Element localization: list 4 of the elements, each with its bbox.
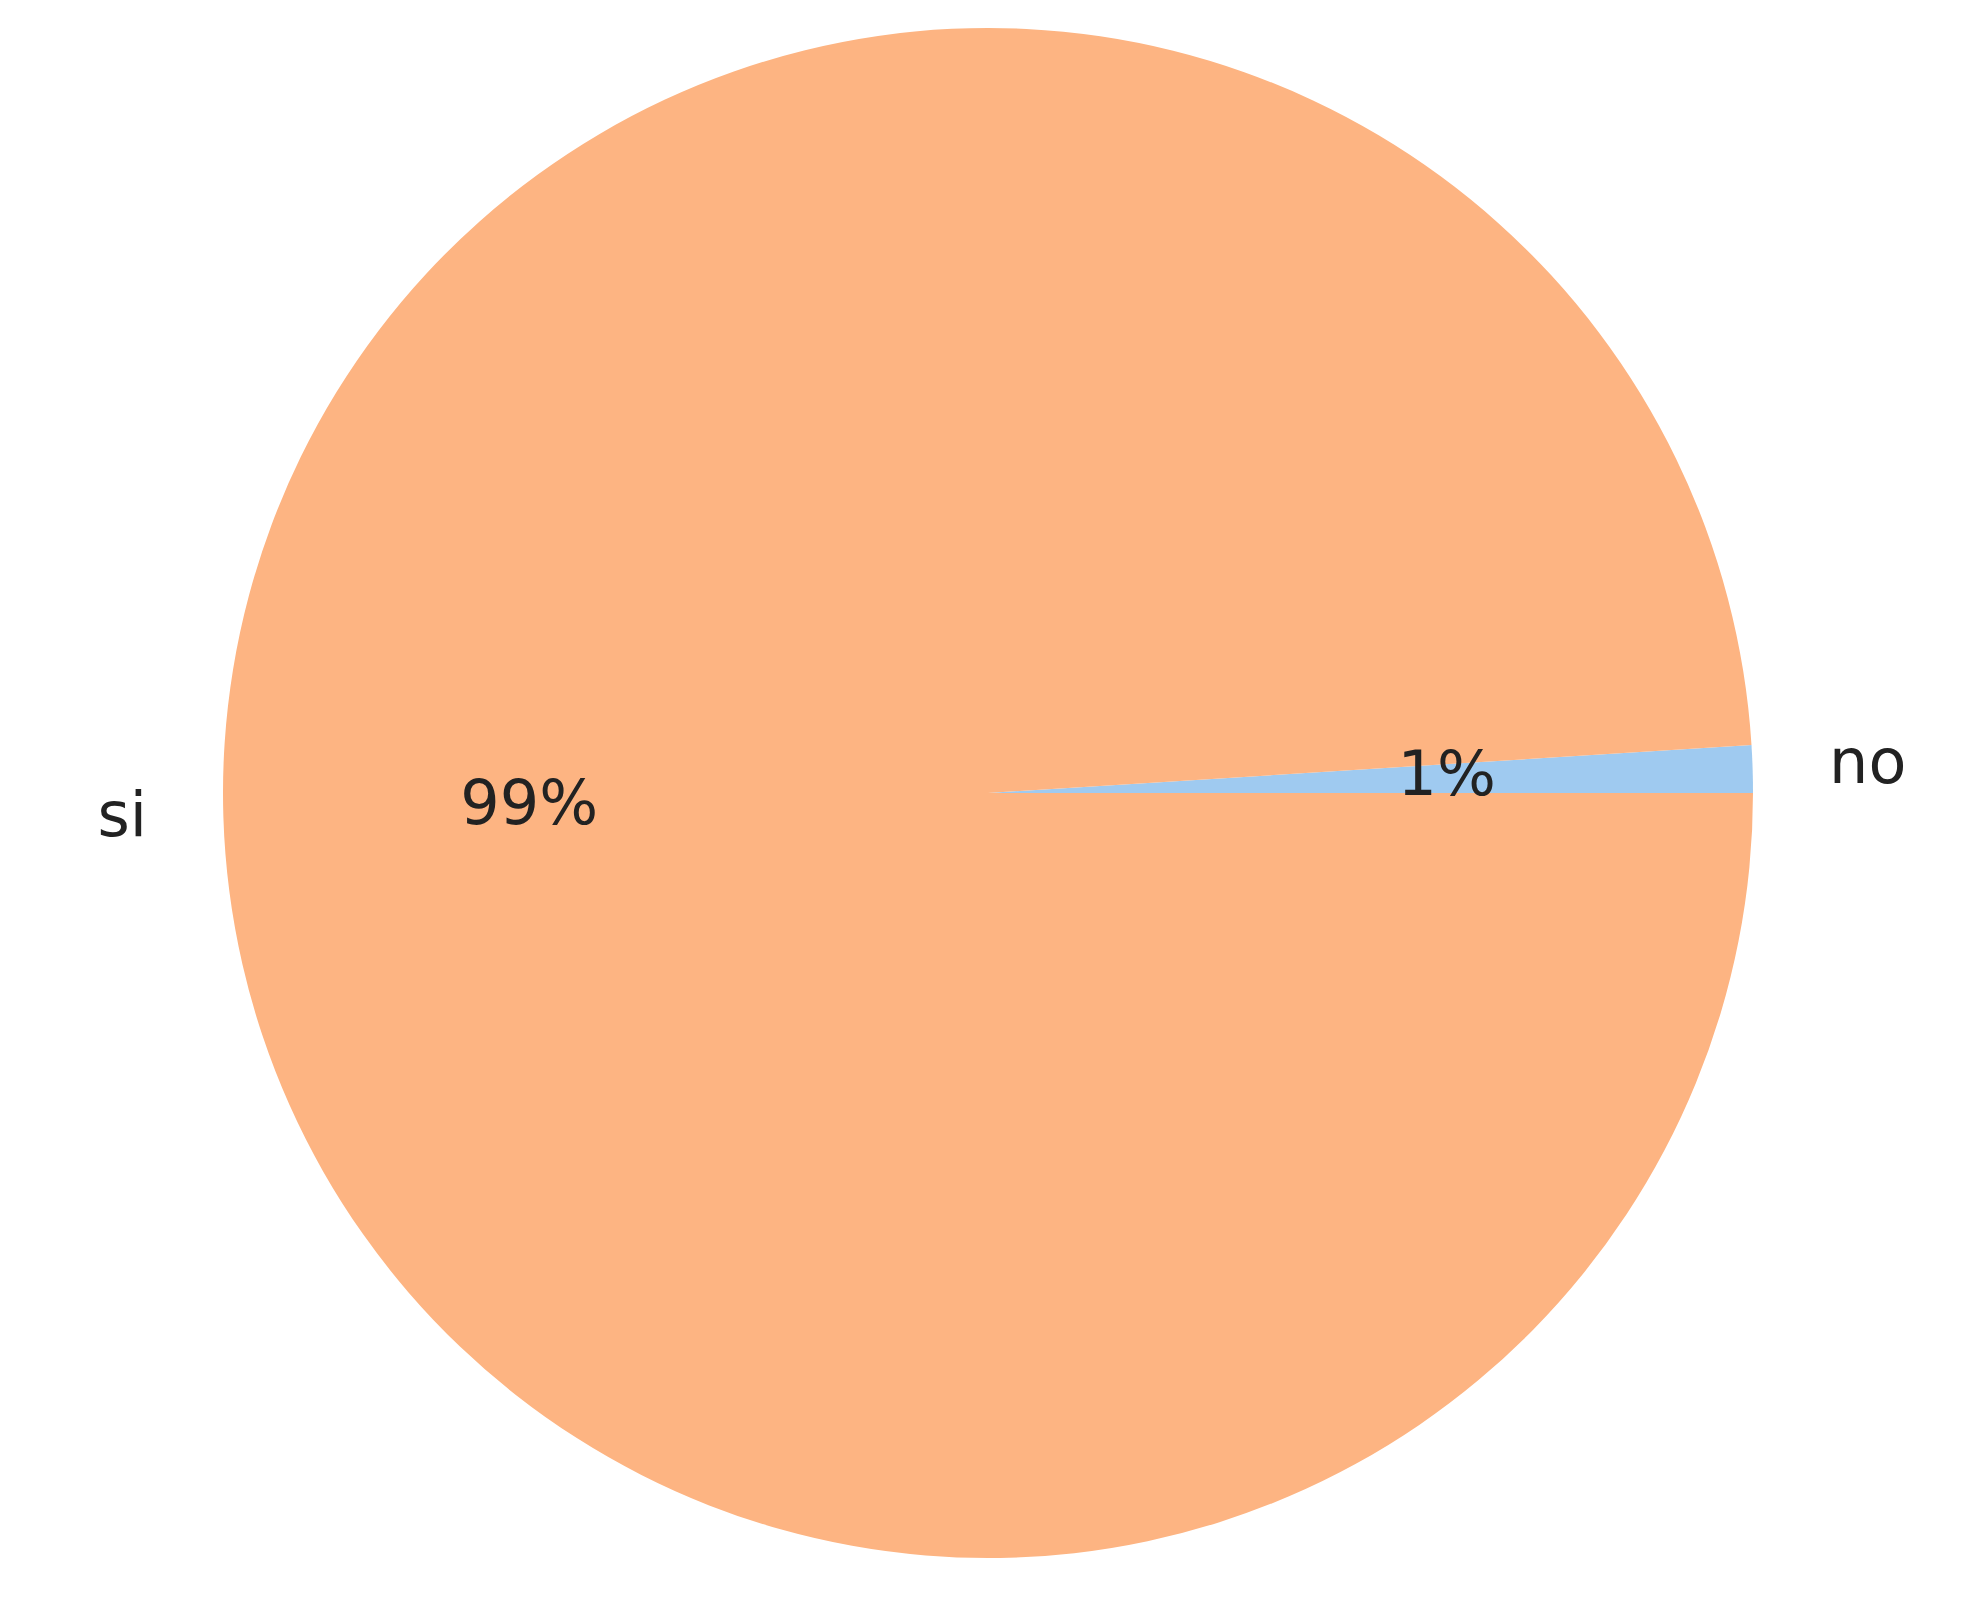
slice-label: si — [97, 777, 147, 851]
data-label: 99% — [460, 765, 599, 839]
slice-label: no — [1829, 724, 1907, 798]
data-label: 1% — [1397, 736, 1496, 810]
